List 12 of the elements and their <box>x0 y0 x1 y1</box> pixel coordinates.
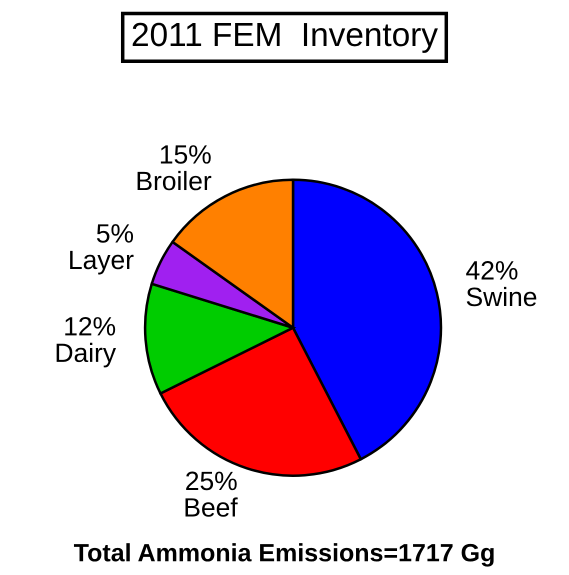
slice-label: Swine <box>466 286 536 306</box>
chart-title: 2011 FEM Inventory <box>132 22 438 53</box>
slice-label: Dairy <box>56 342 116 368</box>
data-label: 5% <box>96 224 134 243</box>
data-label: 12% <box>65 316 116 336</box>
slice-label: Layer <box>70 250 134 274</box>
text: Total Ammonia Emissions=1717 Gg <box>74 543 494 567</box>
slice-label: Beef <box>186 497 238 517</box>
data-label: 42% <box>466 261 518 280</box>
slice-label: Broiler <box>138 170 212 190</box>
data-label: 15% <box>160 145 211 164</box>
data-label: 25% <box>186 472 237 490</box>
